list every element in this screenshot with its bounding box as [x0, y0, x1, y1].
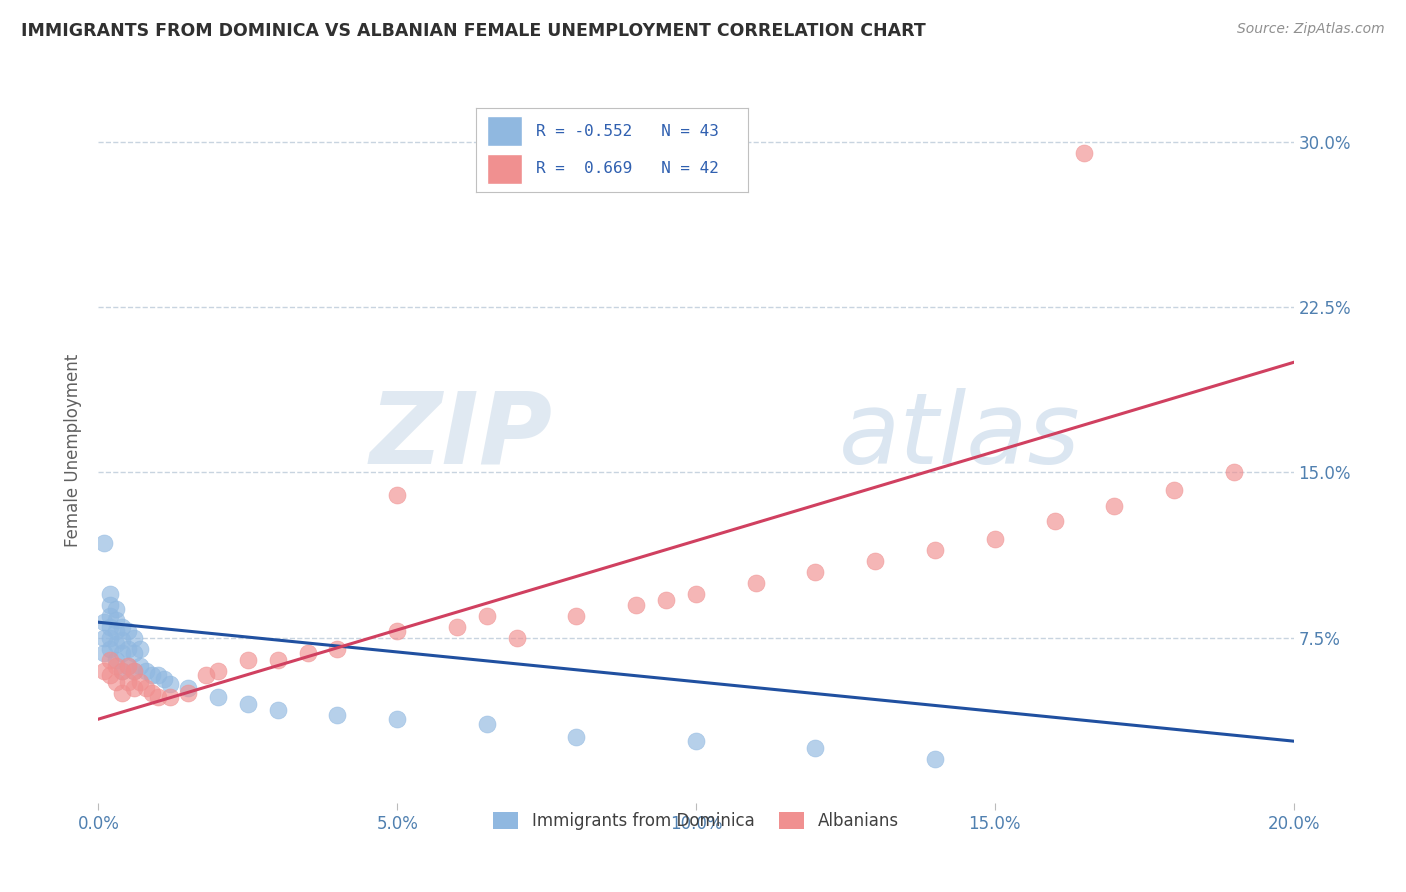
Point: [153, 673, 176, 687]
Point: [326, 707, 349, 722]
Point: [124, 631, 146, 645]
Point: [865, 553, 887, 567]
Point: [1223, 466, 1246, 480]
Point: [804, 565, 827, 579]
Text: atlas: atlas: [839, 388, 1081, 485]
Text: Source: ZipAtlas.com: Source: ZipAtlas.com: [1237, 22, 1385, 37]
Point: [984, 532, 1007, 546]
Point: [1073, 146, 1095, 161]
Point: [105, 613, 128, 627]
Point: [297, 646, 319, 660]
Point: [105, 659, 128, 673]
Point: [98, 631, 122, 645]
Point: [98, 608, 122, 623]
Point: [236, 697, 259, 711]
Point: [117, 674, 139, 689]
Point: [148, 668, 170, 682]
Point: [267, 653, 290, 667]
Point: [105, 653, 128, 667]
Point: [924, 542, 946, 557]
Point: [105, 674, 128, 689]
Point: [1043, 514, 1066, 528]
Point: [98, 653, 122, 667]
Point: [129, 659, 152, 673]
Point: [117, 659, 139, 673]
Point: [93, 631, 115, 645]
Point: [475, 716, 498, 731]
Legend: Immigrants from Dominica, Albanians: Immigrants from Dominica, Albanians: [486, 805, 905, 837]
Point: [135, 681, 157, 696]
Point: [98, 586, 122, 600]
Point: [117, 659, 139, 673]
Point: [105, 602, 128, 616]
Point: [111, 632, 134, 647]
Point: [98, 668, 122, 682]
Point: [565, 608, 588, 623]
Point: [141, 686, 163, 700]
Point: [475, 608, 498, 623]
Point: [745, 575, 768, 590]
Point: [207, 690, 229, 705]
Point: [117, 624, 139, 638]
Point: [506, 631, 529, 645]
Point: [98, 619, 122, 633]
Point: [177, 681, 200, 696]
Point: [135, 664, 157, 678]
Text: IMMIGRANTS FROM DOMINICA VS ALBANIAN FEMALE UNEMPLOYMENT CORRELATION CHART: IMMIGRANTS FROM DOMINICA VS ALBANIAN FEM…: [21, 22, 925, 40]
Point: [111, 646, 134, 660]
Point: [93, 646, 115, 660]
Point: [124, 664, 146, 678]
Point: [124, 681, 146, 696]
Point: [195, 668, 218, 682]
Point: [111, 664, 134, 678]
Point: [159, 677, 181, 691]
Point: [446, 619, 468, 633]
Point: [93, 536, 115, 550]
Point: [93, 615, 115, 630]
Point: [177, 686, 200, 700]
Point: [924, 752, 946, 766]
Point: [685, 734, 707, 748]
Y-axis label: Female Unemployment: Female Unemployment: [65, 354, 83, 547]
Point: [685, 586, 707, 600]
Point: [105, 624, 128, 638]
Point: [626, 598, 648, 612]
Text: R =  0.669   N = 42: R = 0.669 N = 42: [536, 161, 718, 177]
Point: [105, 637, 128, 651]
Point: [804, 740, 827, 755]
Point: [148, 690, 170, 705]
Point: [267, 703, 290, 717]
Point: [129, 674, 152, 689]
Point: [111, 664, 134, 678]
Point: [385, 712, 409, 726]
FancyBboxPatch shape: [486, 154, 522, 184]
Point: [159, 690, 181, 705]
Point: [1104, 499, 1126, 513]
Point: [111, 619, 134, 633]
Point: [129, 641, 152, 656]
Text: R = -0.552   N = 43: R = -0.552 N = 43: [536, 124, 718, 138]
Point: [236, 653, 259, 667]
Point: [93, 664, 115, 678]
Point: [207, 664, 229, 678]
Point: [117, 641, 139, 656]
FancyBboxPatch shape: [486, 116, 522, 145]
Point: [385, 487, 409, 501]
Point: [385, 624, 409, 638]
Text: ZIP: ZIP: [370, 388, 553, 485]
Point: [111, 686, 134, 700]
Point: [141, 668, 163, 682]
Point: [1163, 483, 1185, 497]
Point: [655, 593, 678, 607]
Point: [124, 664, 146, 678]
Point: [98, 598, 122, 612]
Point: [565, 730, 588, 744]
Point: [326, 641, 349, 656]
Point: [124, 646, 146, 660]
Point: [98, 641, 122, 656]
